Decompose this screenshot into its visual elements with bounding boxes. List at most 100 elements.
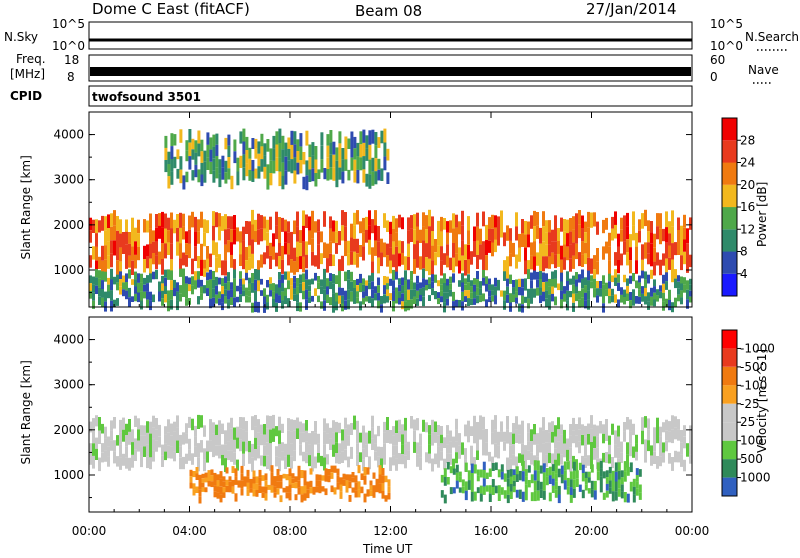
- echo-cell: [305, 175, 309, 191]
- echo-cell: [104, 259, 107, 275]
- echo-cell: [611, 423, 614, 435]
- echo-cell: [530, 215, 533, 229]
- echo-cell: [596, 295, 599, 303]
- echo-cell: [533, 288, 536, 298]
- echo-cell: [137, 282, 140, 293]
- echo-cell: [536, 225, 539, 239]
- echo-cell: [317, 443, 320, 453]
- echo-cell: [632, 225, 635, 241]
- echo-cell: [458, 446, 461, 459]
- echo-cell: [335, 160, 339, 174]
- echo-cell: [311, 295, 314, 302]
- echo-cell: [341, 440, 344, 452]
- echo-cell: [338, 155, 342, 168]
- echo-cell: [296, 256, 299, 273]
- echo-cell: [416, 240, 419, 255]
- echo-cell: [557, 241, 560, 254]
- echo-cell: [551, 471, 555, 479]
- echo-cell: [206, 288, 209, 296]
- echo-cell: [626, 293, 629, 301]
- echo-cell: [134, 279, 137, 287]
- echo-cell: [116, 282, 119, 291]
- echo-cell: [359, 144, 363, 158]
- echo-cell: [356, 454, 359, 466]
- echo-cell: [236, 459, 239, 471]
- echo-cell: [353, 136, 357, 149]
- sky-right-tick-top: 10^5: [710, 17, 743, 31]
- echo-cell: [167, 151, 171, 164]
- echo-cell: [119, 271, 122, 280]
- echo-band: [164, 128, 390, 191]
- echo-cell: [509, 228, 512, 241]
- echo-cell: [362, 156, 366, 170]
- echo-cell: [614, 211, 617, 225]
- echo-cell: [476, 469, 480, 476]
- echo-cell: [110, 240, 113, 254]
- echo-cell: [270, 478, 274, 486]
- echo-cell: [203, 219, 206, 233]
- echo-cell: [311, 431, 314, 445]
- freq-left-tick-top: 18: [64, 53, 79, 67]
- echo-cell: [590, 455, 593, 469]
- colorbar-swatch: [722, 403, 737, 423]
- echo-cell: [362, 448, 365, 460]
- echo-cell: [623, 274, 626, 283]
- echo-cell: [620, 253, 623, 266]
- echo-cell: [275, 211, 278, 226]
- echo-cell: [503, 290, 506, 301]
- echo-cell: [350, 271, 353, 282]
- echo-cell: [324, 468, 328, 475]
- colorbar-swatch: [722, 422, 737, 441]
- echo-cell: [584, 457, 587, 468]
- echo-cell: [251, 171, 255, 182]
- echo-cell: [251, 138, 255, 149]
- echo-cell: [320, 286, 323, 294]
- echo-cell: [248, 245, 251, 258]
- echo-cell: [224, 276, 227, 284]
- echo-cell: [200, 243, 203, 260]
- colorbar-tick-label: 4: [740, 267, 748, 281]
- echo-cell: [210, 475, 214, 482]
- echo-cell: [143, 277, 146, 285]
- echo-cell: [542, 272, 545, 283]
- echo-cell: [219, 478, 223, 487]
- echo-cell: [212, 422, 215, 434]
- echo-cell: [491, 242, 494, 257]
- echo-cell: [242, 154, 246, 168]
- echo-cell: [515, 429, 518, 443]
- echo-cell: [215, 242, 218, 258]
- echo-cell: [311, 168, 315, 182]
- echo-cell: [488, 296, 491, 303]
- echo-cell: [398, 430, 401, 442]
- echo-cell: [449, 466, 453, 474]
- echo-cell: [179, 457, 182, 470]
- echo-cell: [374, 210, 377, 226]
- echo-cell: [206, 220, 209, 234]
- echo-cell: [599, 484, 603, 493]
- echo-cell: [407, 230, 410, 244]
- echo-cell: [575, 293, 578, 302]
- echo-cell: [554, 228, 557, 242]
- echo-cell: [437, 280, 440, 287]
- echo-cell: [551, 478, 555, 486]
- echo-cell: [668, 431, 671, 443]
- echo-cell: [332, 283, 335, 294]
- echo-cell: [653, 247, 656, 262]
- echo-cell: [575, 279, 578, 287]
- echo-cell: [294, 494, 298, 501]
- colorbar-swatch: [722, 477, 737, 496]
- echo-cell: [395, 433, 398, 446]
- echo-cell: [422, 226, 425, 241]
- echo-cell: [665, 281, 668, 290]
- echo-cell: [653, 451, 656, 464]
- echo-cell: [473, 457, 476, 471]
- echo-cell: [167, 269, 170, 280]
- echo-cell: [635, 468, 639, 475]
- echo-cell: [248, 147, 252, 159]
- echo-cell: [188, 284, 191, 292]
- echo-cell: [218, 420, 221, 433]
- echo-cell: [215, 144, 219, 156]
- echo-cell: [464, 424, 467, 437]
- echo-cell: [575, 424, 578, 436]
- echo-cell: [440, 426, 443, 435]
